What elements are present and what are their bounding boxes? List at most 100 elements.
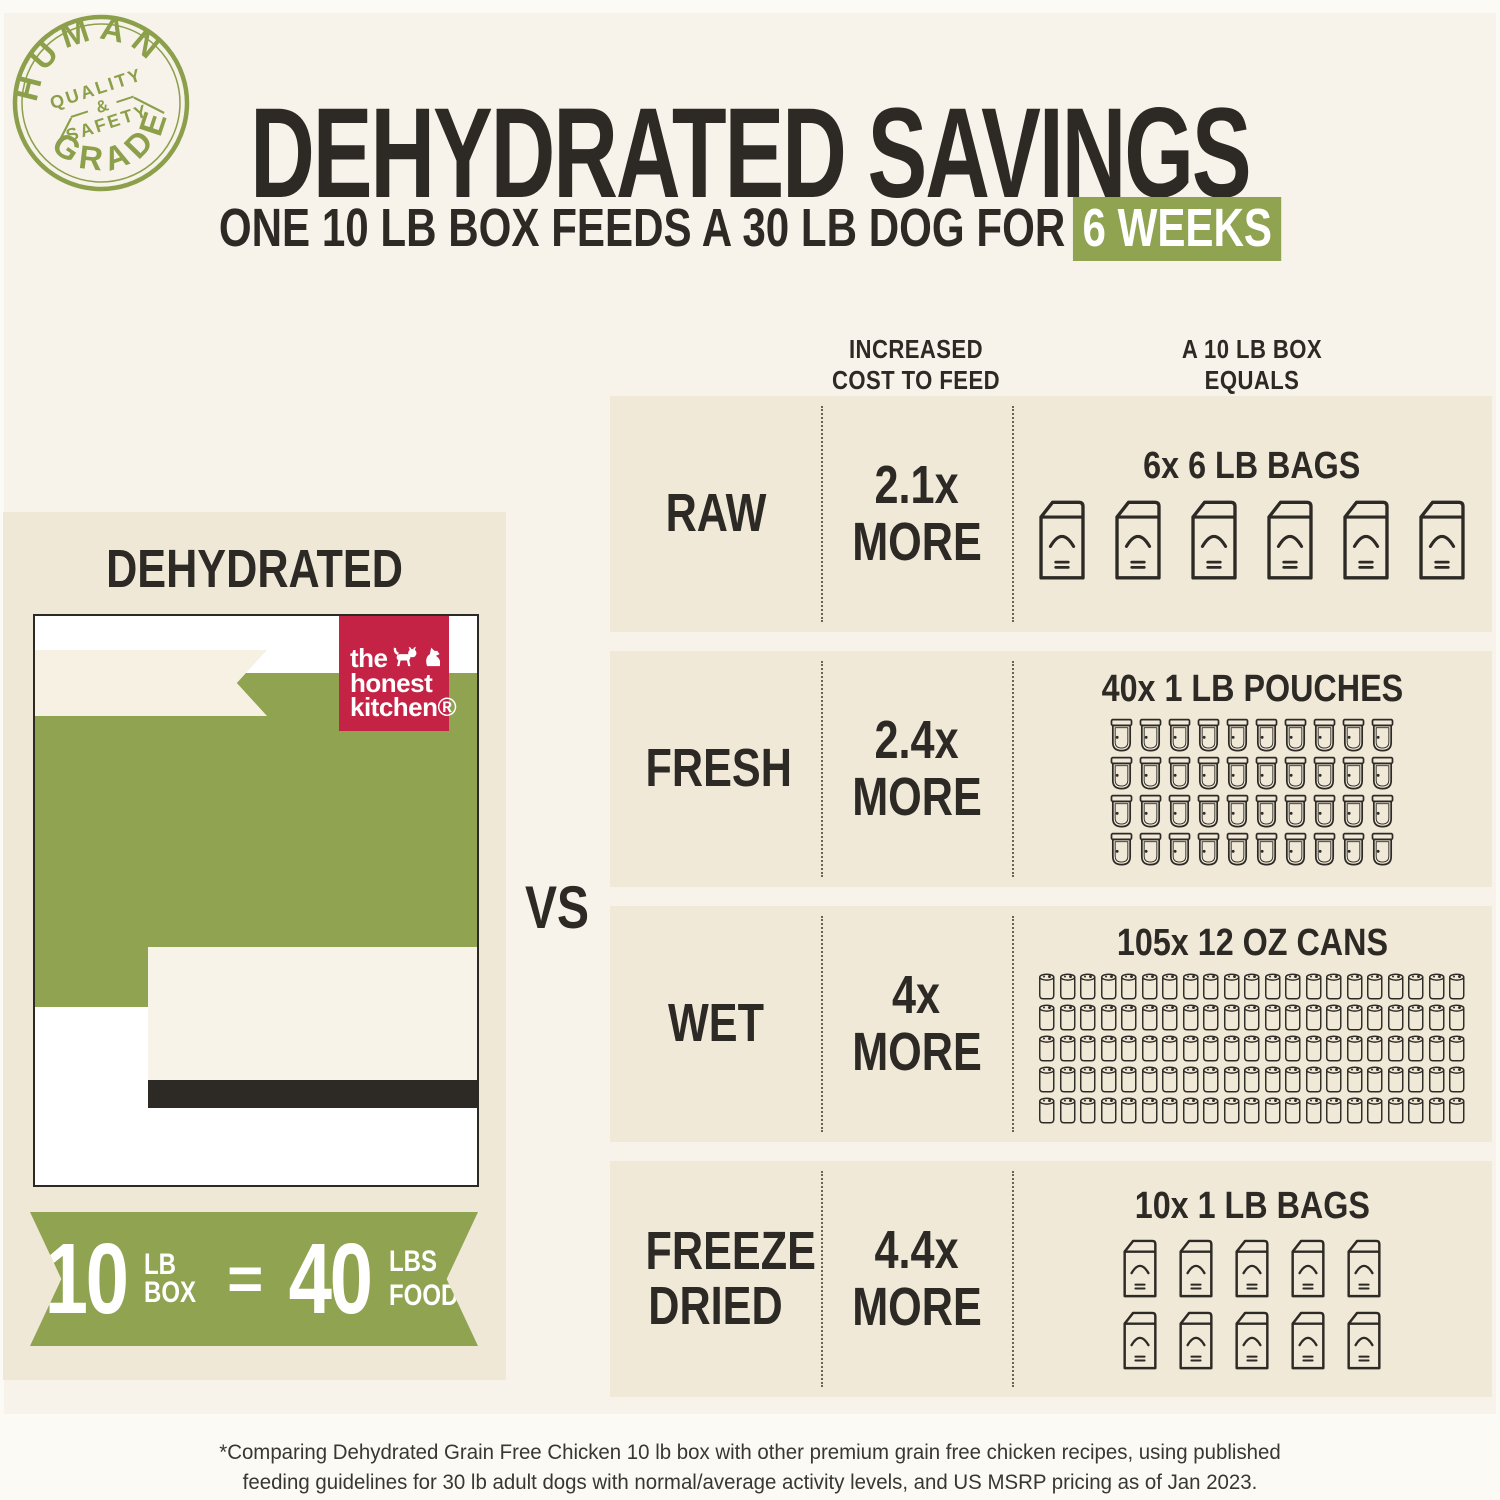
can-icon xyxy=(1449,1066,1465,1093)
bag-icon xyxy=(1343,500,1389,580)
pouch-icon xyxy=(1342,756,1365,790)
can-icon xyxy=(1059,1004,1076,1031)
can-icon xyxy=(1141,1097,1158,1124)
pouch-icon xyxy=(1226,794,1249,828)
food-type-label: FREEZE DRIED xyxy=(645,1220,816,1336)
can-icon xyxy=(1039,1004,1055,1031)
can-icon xyxy=(1264,1066,1281,1093)
can-icon xyxy=(1162,1035,1178,1062)
bag-icon xyxy=(1123,1311,1157,1370)
can-icon xyxy=(1100,973,1117,1000)
vs-label: VS xyxy=(524,874,590,941)
pouch-icon xyxy=(1197,832,1220,866)
can-icon xyxy=(1367,973,1383,1000)
bag-icon xyxy=(1191,500,1237,580)
can-icon xyxy=(1059,1035,1076,1062)
bag-icon xyxy=(1039,500,1085,580)
page-subtitle: ONE 10 LB BOX FEEDS A 30 LB DOG FOR 6 WEE… xyxy=(0,197,1500,261)
can-icon xyxy=(1223,1035,1240,1062)
page-title: DEHYDRATED SAVINGS xyxy=(250,82,1251,225)
can-icon xyxy=(1264,1004,1281,1031)
column-divider xyxy=(821,406,823,622)
can-icon xyxy=(1080,973,1096,1000)
box-art-cream-block xyxy=(148,947,477,1080)
can-icon xyxy=(1080,1035,1096,1062)
pouch-icon xyxy=(1139,718,1162,752)
can-icon xyxy=(1182,1035,1199,1062)
can-icon xyxy=(1305,973,1322,1000)
can-icon xyxy=(1428,1097,1445,1124)
footnote-line1: *Comparing Dehydrated Grain Free Chicken… xyxy=(219,1440,1281,1464)
can-icon xyxy=(1285,1004,1301,1031)
can-icon xyxy=(1162,1097,1178,1124)
bag-icon xyxy=(1267,500,1313,580)
package-caption: 40x 1 LB POUCHES xyxy=(1101,668,1403,710)
cost-multiplier: 2.1x xyxy=(874,454,959,515)
bag-icon xyxy=(1235,1311,1269,1370)
package-caption: 10x 1 LB BAGS xyxy=(1134,1185,1370,1227)
can-icon xyxy=(1264,973,1281,1000)
can-icon xyxy=(1223,1066,1240,1093)
food-type-label: WET xyxy=(667,993,764,1054)
can-icon xyxy=(1039,1066,1055,1093)
can-icon xyxy=(1182,1066,1199,1093)
product-box-illustration: the honest kitchen® xyxy=(33,614,479,1187)
column-divider xyxy=(1012,661,1014,877)
can-icon xyxy=(1367,1097,1383,1124)
can-icon xyxy=(1203,1066,1219,1093)
pouch-icon xyxy=(1110,718,1133,752)
can-icon xyxy=(1387,973,1404,1000)
can-icon xyxy=(1203,1035,1219,1062)
can-icon xyxy=(1141,973,1158,1000)
pouch-icon xyxy=(1371,794,1394,828)
bag-icon xyxy=(1347,1239,1381,1298)
cost-more-label: MORE xyxy=(851,1022,982,1082)
can-icon xyxy=(1387,1066,1404,1093)
can-icon xyxy=(1367,1035,1383,1062)
package-caption: 105x 12 OZ CANS xyxy=(1116,922,1388,964)
cost-multiplier: 4x xyxy=(892,964,941,1025)
can-icon xyxy=(1264,1035,1281,1062)
package-icon-grid xyxy=(1108,718,1396,868)
pouch-icon xyxy=(1284,794,1307,828)
can-icon xyxy=(1305,1004,1322,1031)
can-icon xyxy=(1100,1004,1117,1031)
can-icon xyxy=(1100,1066,1117,1093)
box-art-white-left xyxy=(35,1007,148,1185)
cost-multiplier: 2.4x xyxy=(874,709,959,770)
bag-icon xyxy=(1419,500,1465,580)
pouch-icon xyxy=(1313,832,1336,866)
footnote-line2: feeding guidelines for 30 lb adult dogs … xyxy=(242,1470,1258,1495)
pouch-icon xyxy=(1139,832,1162,866)
can-icon xyxy=(1326,1097,1342,1124)
can-icon xyxy=(1408,1097,1424,1124)
column-divider xyxy=(1012,1171,1014,1387)
can-icon xyxy=(1141,1004,1158,1031)
can-icon xyxy=(1141,1035,1158,1062)
can-icon xyxy=(1408,1035,1424,1062)
pouch-icon xyxy=(1313,794,1336,828)
subtitle-highlight: 6 WEEKS xyxy=(1072,197,1282,261)
can-icon xyxy=(1285,973,1301,1000)
can-icon xyxy=(1305,1035,1322,1062)
cat-and-dog-icon xyxy=(393,646,440,667)
pouch-icon xyxy=(1110,832,1133,866)
pouch-icon xyxy=(1139,794,1162,828)
logo-line: kitchen® xyxy=(350,692,457,723)
ribbon-unit: LB xyxy=(144,1247,177,1281)
can-icon xyxy=(1428,1035,1445,1062)
can-icon xyxy=(1346,973,1363,1000)
comparison-row: RAW 2.1x MORE 6x 6 LB BAGS xyxy=(610,396,1492,632)
column-divider xyxy=(821,661,823,877)
package-icon-grid xyxy=(1037,972,1467,1124)
can-icon xyxy=(1346,1097,1363,1124)
can-icon xyxy=(1223,1097,1240,1124)
can-icon xyxy=(1080,1097,1096,1124)
pouch-icon xyxy=(1342,832,1365,866)
pouch-icon xyxy=(1168,794,1191,828)
can-icon xyxy=(1408,1066,1424,1093)
can-icon xyxy=(1182,973,1199,1000)
can-icon xyxy=(1059,973,1076,1000)
can-icon xyxy=(1162,1004,1178,1031)
can-icon xyxy=(1244,1004,1260,1031)
